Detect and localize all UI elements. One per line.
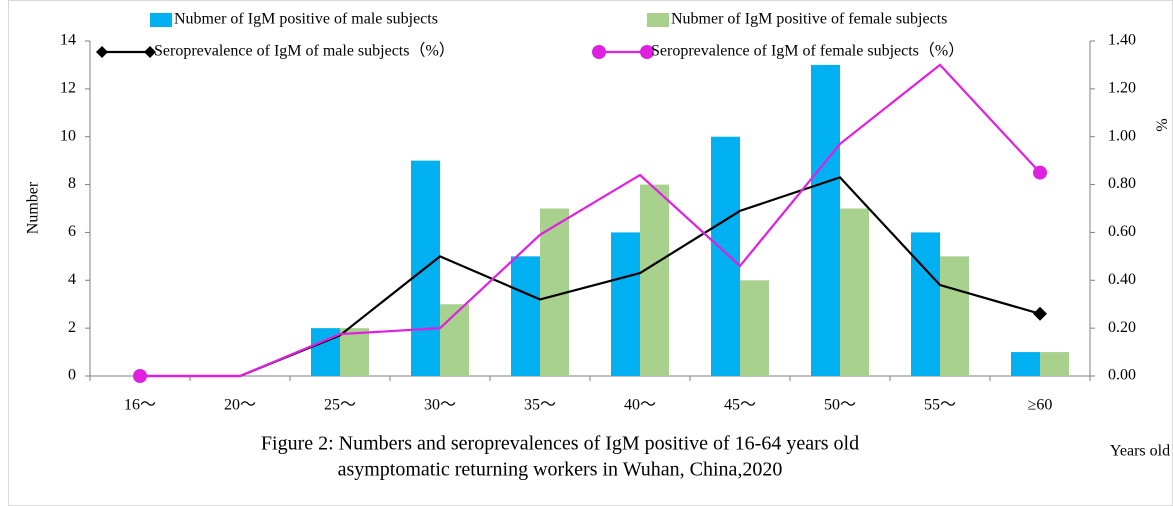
frame: [8, 0, 1173, 506]
y2-tick-label: 0.40: [1108, 271, 1136, 288]
legend-label: Nubmer of IgM positive of female subject…: [671, 11, 947, 28]
chart-title: Figure 2: Numbers and seroprevalences of…: [261, 433, 859, 455]
bar: [340, 328, 369, 376]
bar: [440, 304, 469, 376]
bar: [740, 280, 769, 376]
x-axis-label: Years old: [1110, 443, 1170, 460]
legend-marker: [144, 46, 156, 58]
x-tick-label: 55～: [924, 397, 956, 414]
y2-tick-label: 0.60: [1108, 223, 1136, 240]
x-tick-label: 40～: [624, 397, 656, 414]
y2-tick-label: 1.20: [1108, 80, 1136, 97]
legend-label: Nubmer of IgM positive of male subjects: [174, 11, 438, 28]
legend-marker: [96, 46, 108, 58]
y2-tick-label: 0.20: [1108, 319, 1136, 336]
y-tick-label: 8: [68, 175, 76, 192]
legend-label: Seroprevalence of IgM of female subjects…: [651, 42, 964, 60]
x-tick-label: 20～: [224, 397, 256, 414]
y-tick-label: 10: [60, 127, 76, 144]
bar: [911, 232, 940, 376]
y-tick-label: 4: [68, 271, 76, 288]
line-marker: [1033, 165, 1047, 180]
line-marker: [1033, 306, 1047, 321]
x-tick-label: 16～: [124, 397, 156, 414]
bar: [1011, 352, 1040, 376]
y-tick-label: 14: [60, 32, 76, 49]
bar: [711, 136, 740, 376]
legend-swatch: [150, 13, 172, 27]
bar: [940, 256, 969, 376]
x-tick-label: 30～: [424, 397, 456, 414]
chart-title: asymptomatic returning workers in Wuhan,…: [338, 459, 783, 481]
bar: [1040, 352, 1069, 376]
y2-tick-label: 0.80: [1108, 175, 1136, 192]
bar: [640, 184, 669, 376]
y-tick-label: 0: [68, 367, 76, 384]
bar: [840, 208, 869, 376]
y2-tick-label: 1.40: [1108, 32, 1136, 49]
x-tick-label: 45～: [724, 397, 756, 414]
legend-marker: [592, 45, 606, 59]
legend-label: Seroprevalence of IgM of male subjects（%…: [154, 42, 455, 60]
series-line: [140, 63, 1041, 378]
series-line: [140, 176, 1041, 378]
bar: [811, 64, 840, 376]
y2-axis-label: %: [1152, 118, 1169, 131]
bar: [511, 256, 540, 376]
legend-marker: [640, 45, 654, 59]
bar: [611, 232, 640, 376]
y-tick-label: 2: [68, 319, 76, 336]
x-tick-label: 35～: [524, 397, 556, 414]
y-axis-label: Number: [25, 181, 42, 234]
x-tick-label: ≥60: [1028, 397, 1053, 414]
legend-swatch: [647, 13, 669, 27]
y2-tick-label: 0.00: [1108, 367, 1136, 384]
y2-tick-label: 1.00: [1108, 127, 1136, 144]
x-tick-label: 25～: [324, 397, 356, 414]
y-tick-label: 6: [68, 223, 76, 240]
y-tick-label: 12: [60, 80, 76, 97]
line-marker: [133, 369, 147, 383]
x-tick-label: 50～: [824, 397, 856, 414]
